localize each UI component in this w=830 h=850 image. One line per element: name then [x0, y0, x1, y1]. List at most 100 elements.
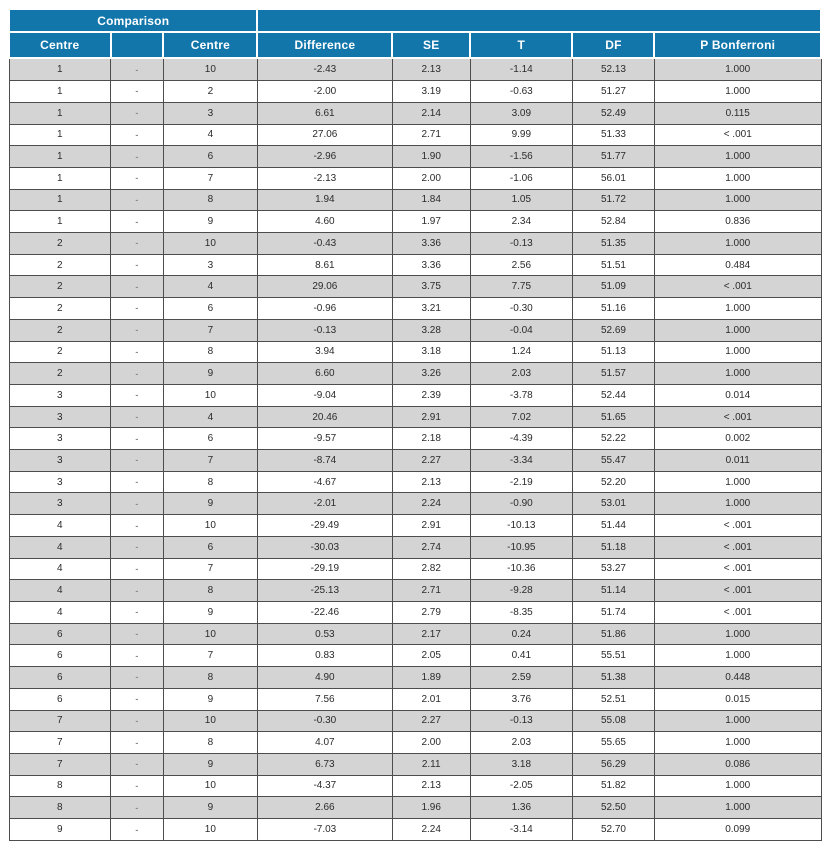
dash-cell: - — [110, 427, 164, 451]
table-row: 2-7 -0.13 3.28 -0.04 52.69 1.000 — [8, 318, 822, 342]
df-cell: 56.01 — [571, 166, 655, 190]
df-cell: 52.22 — [571, 427, 655, 451]
table-row: 4-8 -25.13 2.71 -9.28 51.14 < .001 — [8, 579, 822, 602]
dash-cell: - — [110, 275, 164, 299]
table-row: 1-3 6.61 2.14 3.09 52.49 0.115 — [8, 101, 822, 125]
difference-cell: -2.13 — [256, 166, 393, 190]
centre1-cell: 2 — [8, 340, 111, 364]
dash-cell: - — [110, 80, 164, 103]
difference-cell: -4.67 — [256, 470, 393, 494]
p-bonferroni-cell: 1.000 — [653, 362, 822, 385]
table-row: 2-8 3.94 3.18 1.24 51.13 1.000 — [8, 340, 822, 364]
df-cell: 52.49 — [571, 101, 655, 125]
centre2-cell: 3 — [162, 101, 258, 125]
p-bonferroni-cell: 0.448 — [653, 666, 822, 689]
centre1-cell: 6 — [8, 687, 111, 711]
se-cell: 2.79 — [391, 600, 471, 624]
p-bonferroni-cell: 0.484 — [653, 253, 822, 277]
se-cell: 2.01 — [391, 687, 471, 711]
se-cell: 2.05 — [391, 644, 471, 668]
se-cell: 3.26 — [391, 362, 471, 385]
table-row: 9-10 -7.03 2.24 -3.14 52.70 0.099 — [8, 818, 822, 841]
t-cell: 3.18 — [469, 752, 573, 776]
df-cell: 51.13 — [571, 340, 655, 364]
p-bonferroni-cell: 1.000 — [653, 774, 822, 798]
centre2-cell: 7 — [162, 557, 258, 581]
difference-cell: 4.07 — [256, 731, 393, 754]
se-cell: 2.71 — [391, 579, 471, 602]
df-cell: 51.82 — [571, 774, 655, 798]
difference-cell: -25.13 — [256, 579, 393, 602]
df-cell: 51.14 — [571, 579, 655, 602]
se-cell: 2.17 — [391, 622, 471, 646]
df-cell: 56.29 — [571, 752, 655, 776]
table-row: 3-6 -9.57 2.18 -4.39 52.22 0.002 — [8, 427, 822, 451]
table-header: Comparison Centre Centre Difference SE T… — [7, 8, 822, 59]
t-cell: 1.05 — [469, 188, 573, 212]
dash-cell: - — [110, 318, 164, 342]
centre1-cell: 6 — [8, 644, 111, 668]
table-row: 1-7 -2.13 2.00 -1.06 56.01 1.000 — [8, 166, 822, 190]
df-cell: 51.38 — [571, 666, 655, 689]
table-row: 6-10 0.53 2.17 0.24 51.86 1.000 — [8, 622, 822, 646]
centre1-cell: 7 — [8, 731, 111, 754]
table-row: 3-7 -8.74 2.27 -3.34 55.47 0.011 — [8, 449, 822, 472]
centre1-cell: 2 — [8, 232, 111, 255]
t-cell: -1.06 — [469, 166, 573, 190]
header-dash — [109, 31, 165, 59]
dash-cell: - — [110, 752, 164, 776]
dash-cell: - — [110, 622, 164, 646]
difference-cell: 4.90 — [256, 666, 393, 689]
table-row: 4-7 -29.19 2.82 -10.36 53.27 < .001 — [8, 557, 822, 581]
table-row: 3-9 -2.01 2.24 -0.90 53.01 1.000 — [8, 492, 822, 516]
se-cell: 2.39 — [391, 383, 471, 407]
p-bonferroni-cell: < .001 — [653, 535, 822, 559]
centre2-cell: 4 — [162, 275, 258, 299]
df-cell: 51.65 — [571, 405, 655, 429]
centre2-cell: 8 — [162, 579, 258, 602]
centre1-cell: 1 — [8, 145, 111, 168]
se-cell: 3.36 — [391, 253, 471, 277]
difference-cell: 6.73 — [256, 752, 393, 776]
df-cell: 55.08 — [571, 709, 655, 733]
df-cell: 52.13 — [571, 57, 655, 82]
se-cell: 1.89 — [391, 666, 471, 689]
centre1-cell: 8 — [8, 796, 111, 820]
centre2-cell: 9 — [162, 492, 258, 516]
p-bonferroni-cell: 1.000 — [653, 470, 822, 494]
df-cell: 51.51 — [571, 253, 655, 277]
t-cell: 3.09 — [469, 101, 573, 125]
dash-cell: - — [110, 188, 164, 212]
table-row: 2-4 29.06 3.75 7.75 51.09 < .001 — [8, 275, 822, 299]
t-cell: -4.39 — [469, 427, 573, 451]
dash-cell: - — [110, 166, 164, 190]
table-row: 4-6 -30.03 2.74 -10.95 51.18 < .001 — [8, 535, 822, 559]
table-row: 2-10 -0.43 3.36 -0.13 51.35 1.000 — [8, 232, 822, 255]
t-cell: -3.14 — [469, 818, 573, 841]
centre1-cell: 1 — [8, 188, 111, 212]
centre2-cell: 7 — [162, 318, 258, 342]
difference-cell: -29.49 — [256, 514, 393, 537]
t-cell: -2.05 — [469, 774, 573, 798]
header-p-bonferroni: P Bonferroni — [653, 31, 822, 59]
t-cell: 2.59 — [469, 666, 573, 689]
t-cell: -1.56 — [469, 145, 573, 168]
centre1-cell: 8 — [8, 774, 111, 798]
p-bonferroni-cell: 1.000 — [653, 57, 822, 82]
header-df: DF — [571, 31, 656, 59]
p-bonferroni-cell: 1.000 — [653, 731, 822, 754]
dash-cell: - — [110, 253, 164, 277]
difference-cell: -0.43 — [256, 232, 393, 255]
df-cell: 55.65 — [571, 731, 655, 754]
p-bonferroni-cell: < .001 — [653, 275, 822, 299]
df-cell: 51.86 — [571, 622, 655, 646]
dash-cell: - — [110, 644, 164, 668]
dash-cell: - — [110, 774, 164, 798]
df-cell: 51.74 — [571, 600, 655, 624]
table-row: 1-6 -2.96 1.90 -1.56 51.77 1.000 — [8, 145, 822, 168]
difference-cell: -2.96 — [256, 145, 393, 168]
group-header-spacer — [256, 8, 822, 33]
se-cell: 1.84 — [391, 188, 471, 212]
centre2-cell: 10 — [162, 622, 258, 646]
se-cell: 3.21 — [391, 297, 471, 320]
